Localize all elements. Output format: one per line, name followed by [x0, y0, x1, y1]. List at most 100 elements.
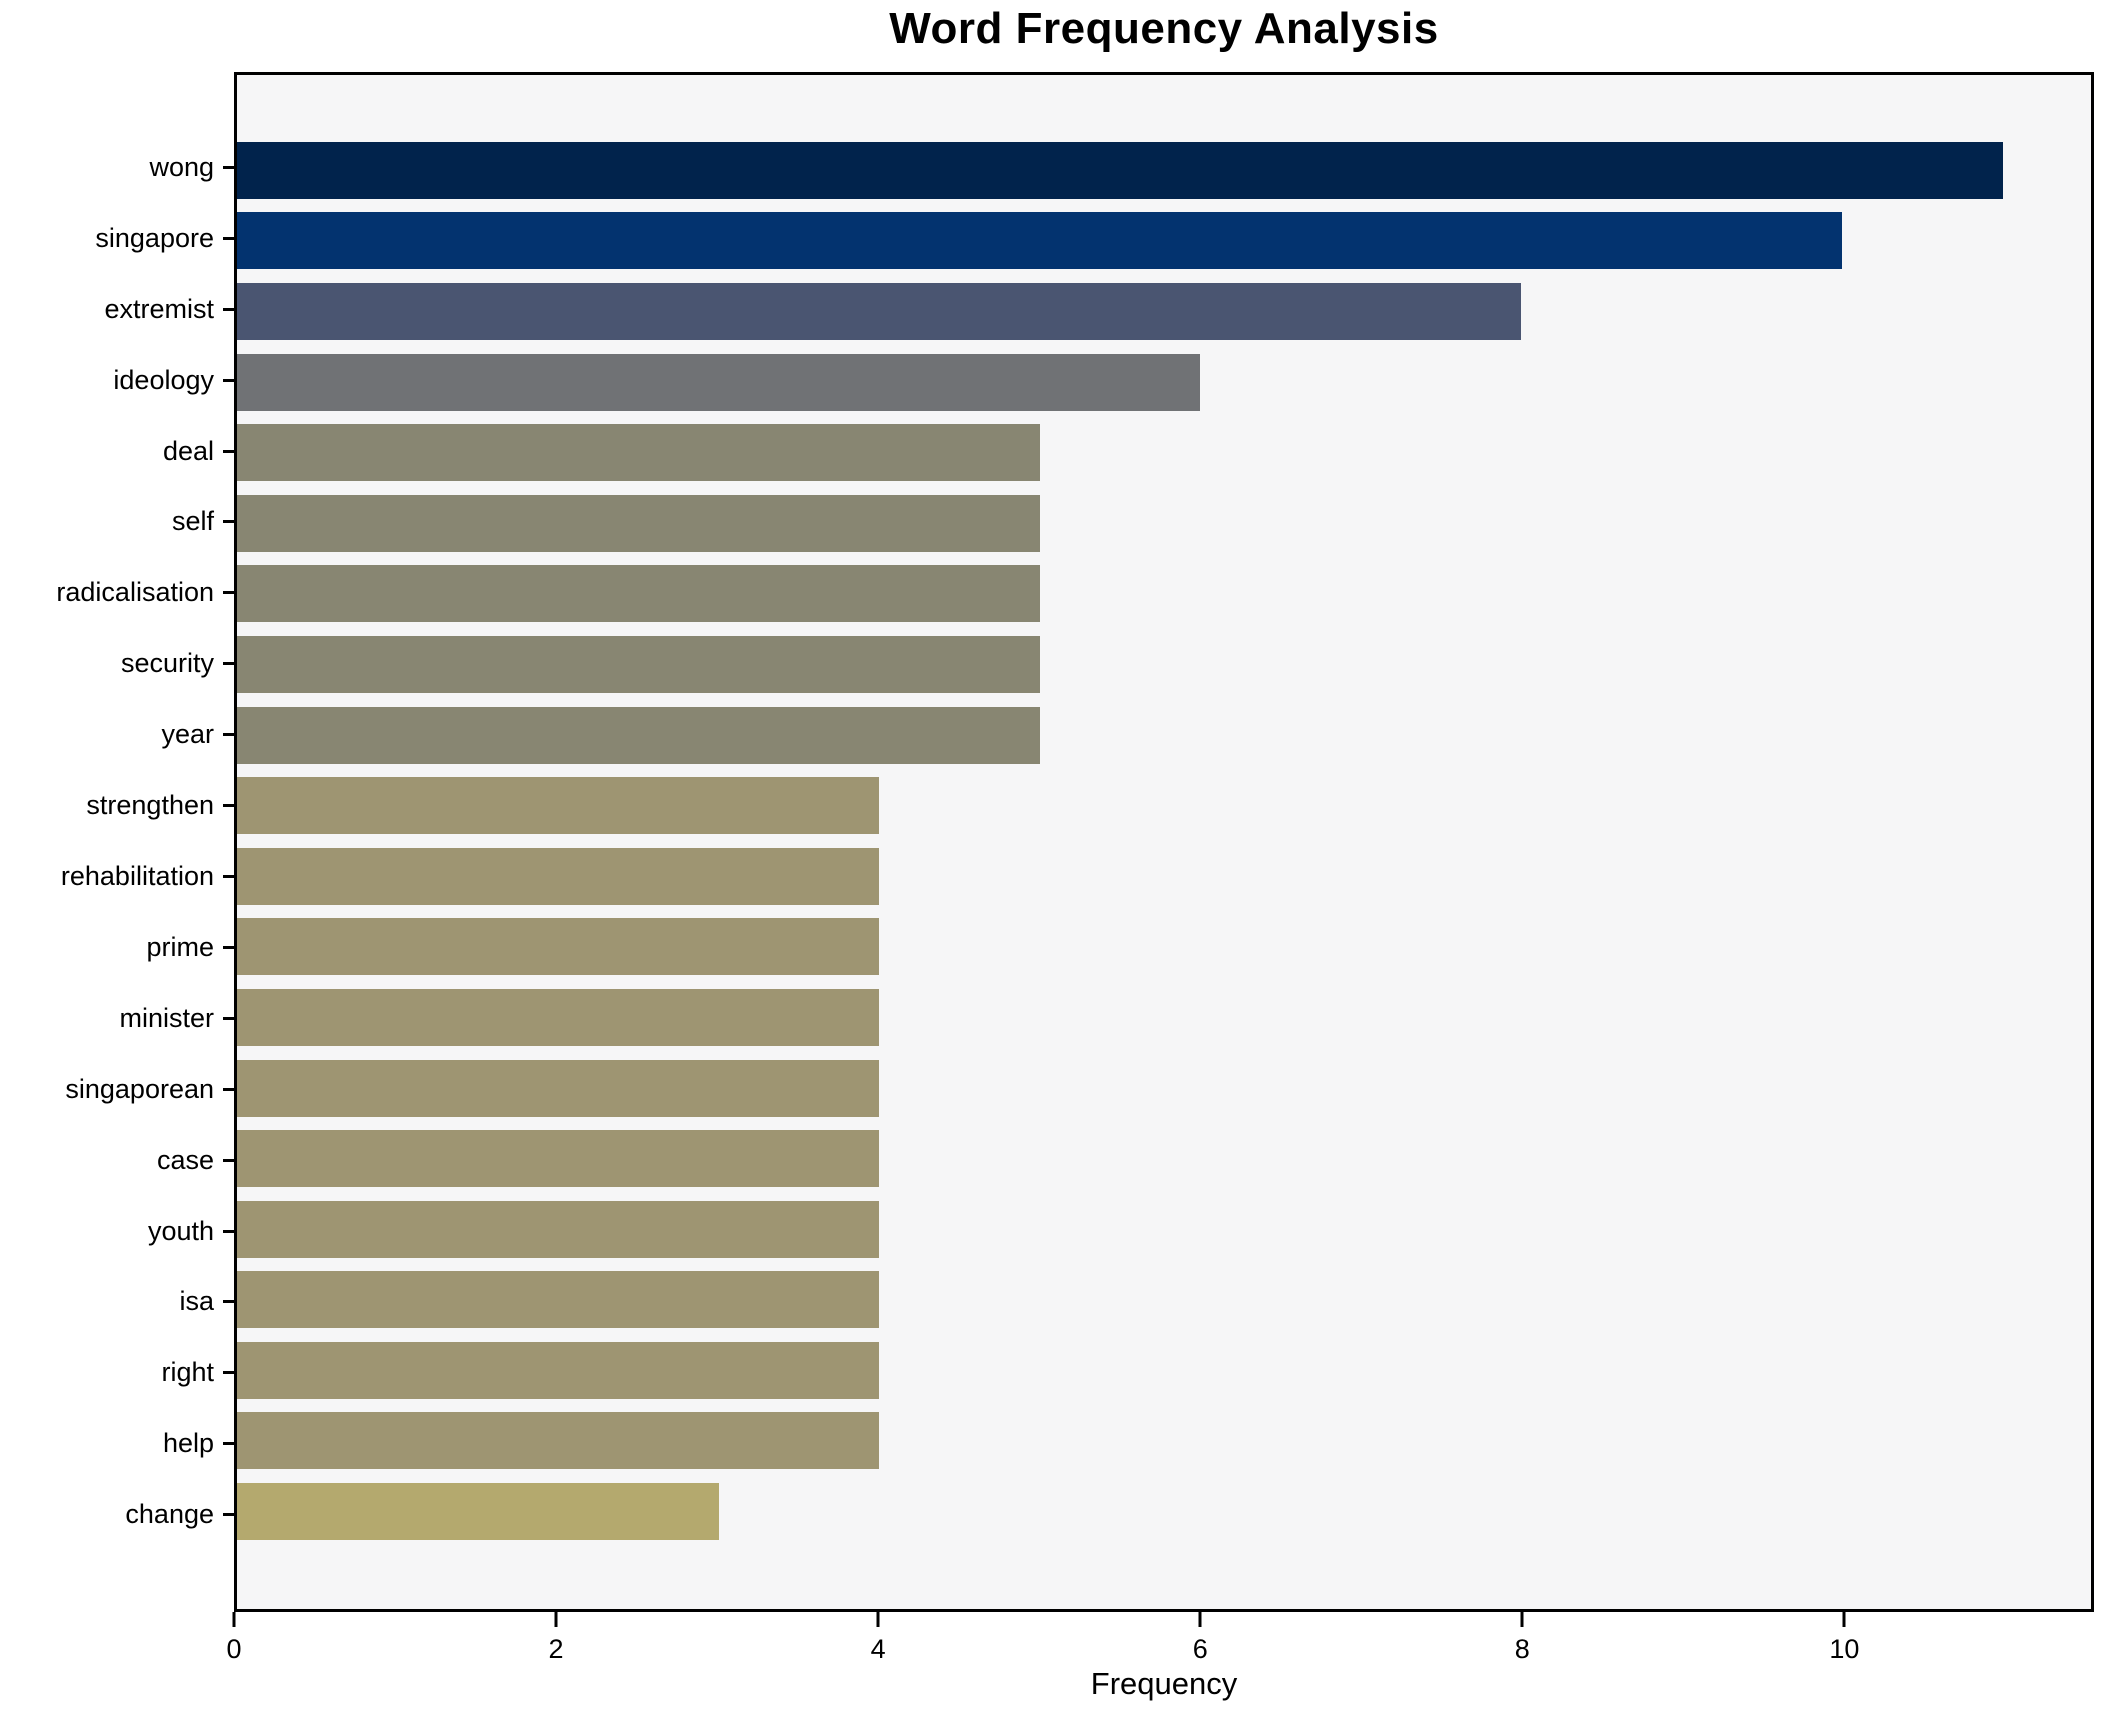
x-tick-label-4: 4: [870, 1634, 886, 1664]
y-tick-label-strengthen: strengthen: [86, 790, 214, 821]
y-tick-mark: [223, 591, 234, 595]
y-tick-mark: [223, 1371, 234, 1375]
x-axis-title: Frequency: [1090, 1666, 1238, 1701]
y-label-row: self: [0, 487, 234, 558]
y-tick-mark: [223, 875, 234, 879]
bar-row: [237, 1335, 2091, 1406]
y-tick-label-minister: minister: [119, 1002, 214, 1033]
y-label-row: rehabilitation: [0, 841, 234, 912]
y-label-row: security: [0, 628, 234, 699]
y-tick-label-year: year: [161, 719, 214, 750]
x-tick-label-8: 8: [1514, 1634, 1530, 1664]
y-tick-mark: [223, 945, 234, 949]
y-tick-mark: [223, 1158, 234, 1162]
y-label-row: ideology: [0, 345, 234, 416]
bar-row: [237, 1265, 2091, 1336]
bar-rehabilitation: [237, 847, 880, 905]
x-tick-mark: [232, 1612, 236, 1627]
bar-isa: [237, 1271, 880, 1329]
y-tick-label-change: change: [125, 1499, 214, 1530]
y-tick-mark: [223, 1442, 234, 1446]
bar-row: [237, 1053, 2091, 1124]
bar-row: [237, 629, 2091, 700]
y-tick-label-extremist: extremist: [104, 293, 214, 324]
bar-strengthen: [237, 777, 880, 835]
y-tick-mark: [223, 1513, 234, 1517]
y-label-row: singaporean: [0, 1054, 234, 1125]
y-tick-label-wong: wong: [149, 151, 214, 182]
y-tick-label-radicalisation: radicalisation: [56, 577, 214, 608]
y-label-row: extremist: [0, 274, 234, 345]
bar-extremist: [237, 282, 1522, 340]
y-tick-label-rehabilitation: rehabilitation: [60, 861, 214, 892]
y-axis-labels: wong singapore extremist ideology deal self ra…: [0, 72, 234, 1612]
x-tick-label-6: 6: [1192, 1634, 1208, 1664]
y-tick-label-prime: prime: [146, 931, 214, 962]
x-tick-mark: [876, 1612, 880, 1627]
bar-youth: [237, 1200, 880, 1258]
plot-area: [234, 72, 2094, 1612]
y-tick-mark: [223, 520, 234, 524]
y-label-row: youth: [0, 1196, 234, 1267]
y-tick-mark: [223, 1229, 234, 1233]
y-label-row: strengthen: [0, 770, 234, 841]
bar-row: [237, 347, 2091, 418]
bar-row: [237, 206, 2091, 277]
bar-row: [237, 1406, 2091, 1477]
bar-row: [237, 1123, 2091, 1194]
bar-radicalisation: [237, 565, 1040, 623]
bars-container: [237, 75, 2091, 1609]
bar-row: [237, 417, 2091, 488]
x-axis: 0 2 4 6 8 10: [226, 1612, 2094, 1722]
y-tick-mark: [223, 378, 234, 382]
bar-security: [237, 635, 1040, 693]
bar-row: [237, 1194, 2091, 1265]
y-tick-mark: [223, 1016, 234, 1020]
y-tick-label-case: case: [156, 1144, 214, 1175]
bar-row: [237, 770, 2091, 841]
y-tick-mark: [223, 1300, 234, 1304]
y-label-row: year: [0, 699, 234, 770]
x-tick-label-0: 0: [226, 1634, 242, 1664]
y-label-row: radicalisation: [0, 557, 234, 628]
y-tick-mark: [223, 804, 234, 808]
y-label-row: singapore: [0, 203, 234, 274]
x-tick-mark: [554, 1612, 558, 1627]
y-label-row: help: [0, 1408, 234, 1479]
bar-minister: [237, 988, 880, 1046]
x-tick-mark: [1842, 1612, 1846, 1627]
y-label-row: minister: [0, 983, 234, 1054]
y-label-row: wong: [0, 132, 234, 203]
y-label-row: deal: [0, 416, 234, 487]
y-tick-label-isa: isa: [179, 1286, 214, 1317]
bar-row: [237, 135, 2091, 206]
y-tick-label-deal: deal: [162, 435, 214, 466]
y-tick-label-singaporean: singaporean: [65, 1073, 214, 1104]
bar-wong: [237, 141, 2003, 199]
bar-change: [237, 1483, 719, 1541]
y-label-row: change: [0, 1479, 234, 1550]
bar-row: [237, 276, 2091, 347]
x-tick-label-2: 2: [548, 1634, 564, 1664]
bar-row: [237, 912, 2091, 983]
y-tick-label-self: self: [171, 506, 214, 537]
bar-row: [237, 700, 2091, 771]
y-label-row: isa: [0, 1267, 234, 1338]
bar-right: [237, 1341, 880, 1399]
y-tick-mark: [223, 662, 234, 666]
bar-case: [237, 1130, 880, 1188]
bar-prime: [237, 918, 880, 976]
bar-row: [237, 559, 2091, 630]
chart-title: Word Frequency Analysis: [889, 4, 1439, 53]
bar-ideology: [237, 353, 1201, 411]
x-tick-mark: [1520, 1612, 1524, 1627]
y-tick-mark: [223, 307, 234, 311]
bar-deal: [237, 424, 1040, 482]
y-tick-label-help: help: [162, 1428, 214, 1459]
y-tick-label-ideology: ideology: [113, 364, 214, 395]
y-tick-label-right: right: [161, 1357, 214, 1388]
y-label-row: prime: [0, 912, 234, 983]
y-tick-mark: [223, 449, 234, 453]
y-tick-label-security: security: [120, 648, 214, 679]
